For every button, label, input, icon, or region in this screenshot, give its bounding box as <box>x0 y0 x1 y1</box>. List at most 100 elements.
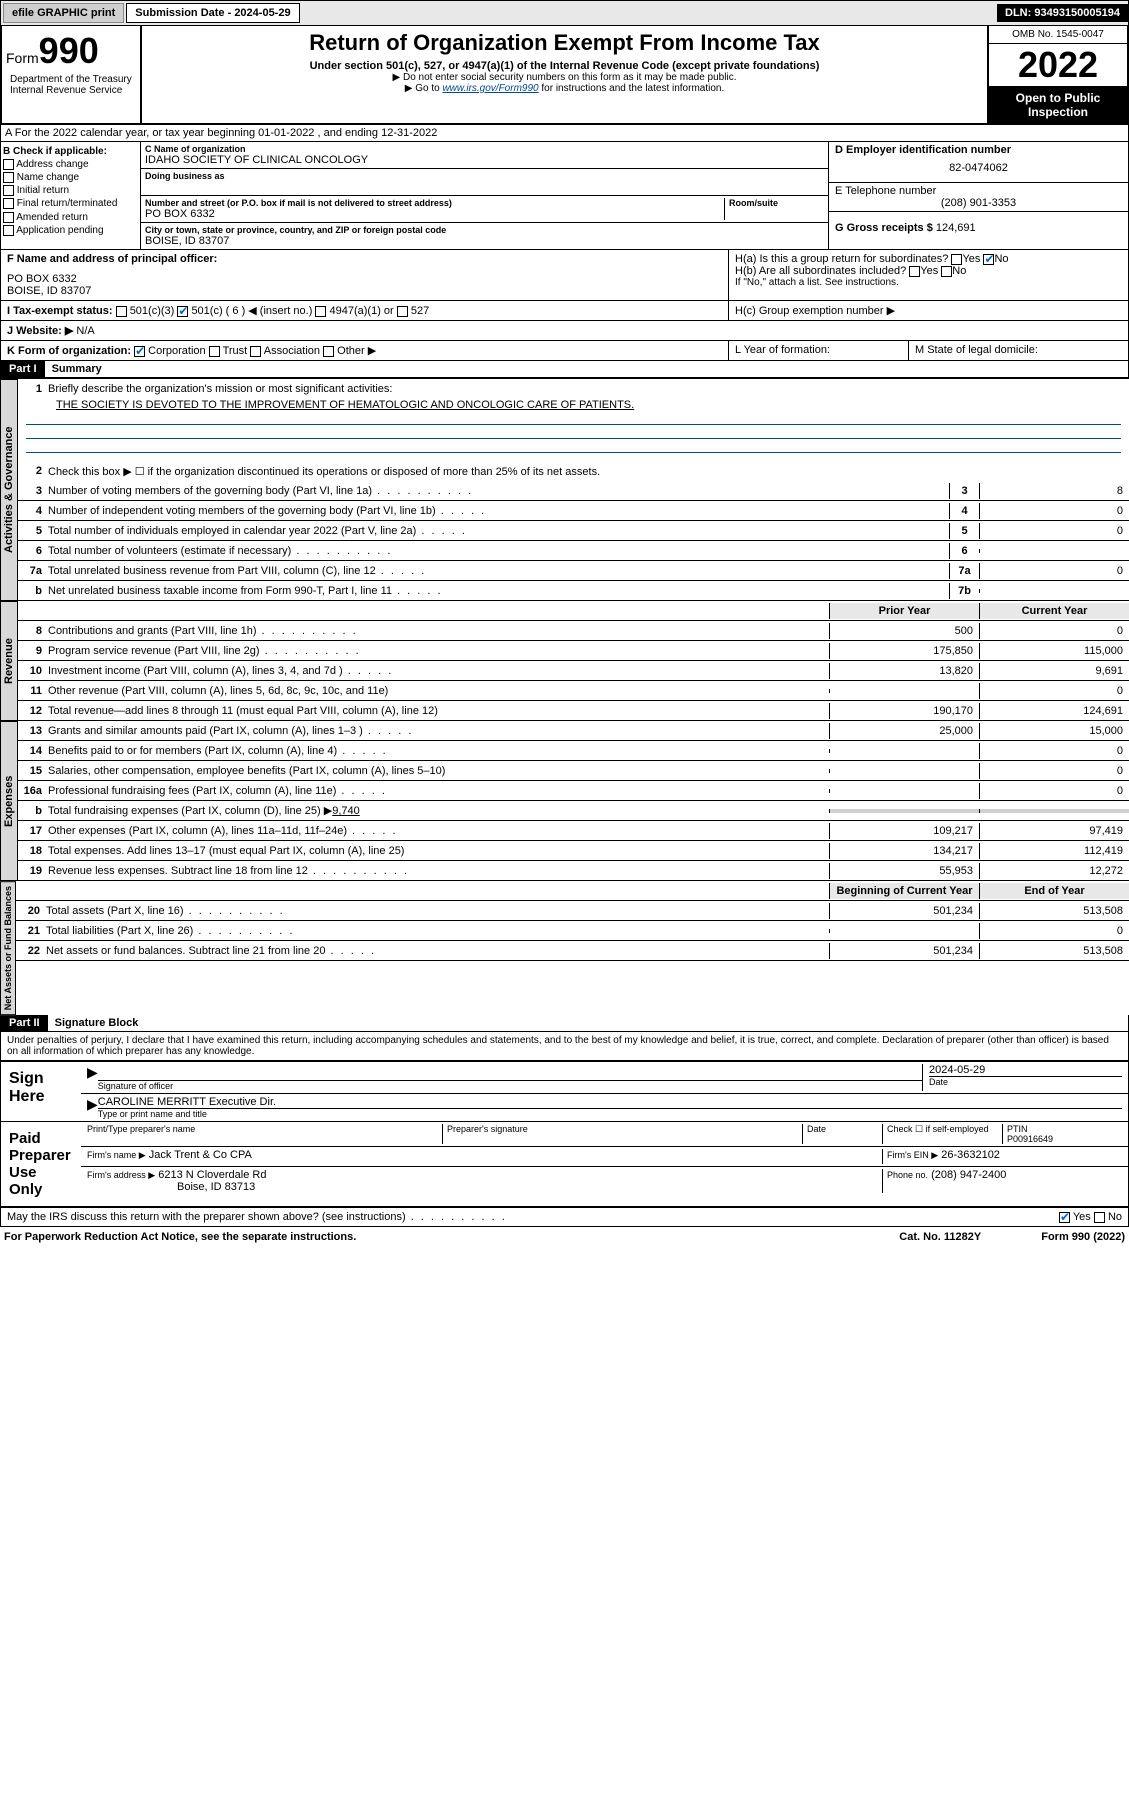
city-label: City or town, state or province, country… <box>145 225 824 235</box>
cat-no: Cat. No. 11282Y <box>899 1231 981 1243</box>
addr-change-checkbox[interactable] <box>3 159 14 170</box>
governance-vlabel: Activities & Governance <box>0 379 18 601</box>
row-a: A For the 2022 calendar year, or tax yea… <box>0 125 1129 142</box>
line14-desc: Benefits paid to or for members (Part IX… <box>48 743 829 759</box>
line9-prior: 175,850 <box>829 643 979 659</box>
omb-number: OMB No. 1545-0047 <box>989 26 1127 44</box>
line6-val <box>979 549 1129 553</box>
ha-no-checkbox[interactable] <box>983 254 994 265</box>
street-value: PO BOX 6332 <box>145 208 724 220</box>
line20-desc: Total assets (Part X, line 16) <box>46 903 829 919</box>
501c3-checkbox[interactable] <box>116 306 127 317</box>
revenue-vlabel: Revenue <box>0 601 18 721</box>
discuss-row: May the IRS discuss this return with the… <box>0 1208 1129 1227</box>
hc-label: H(c) Group exemption number ▶ <box>728 301 1128 320</box>
discuss-yes-checkbox[interactable] <box>1059 1212 1070 1223</box>
expenses-vlabel: Expenses <box>0 721 18 881</box>
firm-ein: 26-3632102 <box>941 1149 1000 1161</box>
netassets-vlabel: Net Assets or Fund Balances <box>0 881 16 1015</box>
org-name: IDAHO SOCIETY OF CLINICAL ONCOLOGY <box>145 154 824 166</box>
part2-header: Part II <box>1 1015 48 1031</box>
ein-value: 82-0474062 <box>835 156 1122 180</box>
line20-prior: 501,234 <box>829 903 979 919</box>
irs-link[interactable]: www.irs.gov/Form990 <box>442 83 538 94</box>
prep-date-label: Date <box>802 1124 882 1144</box>
line10-curr: 9,691 <box>979 663 1129 679</box>
amended-checkbox[interactable] <box>3 212 14 223</box>
col-right: D Employer identification number 82-0474… <box>828 142 1128 249</box>
ha-yes-checkbox[interactable] <box>951 254 962 265</box>
form-word: Form <box>6 50 39 66</box>
end-year-hdr: End of Year <box>979 883 1129 899</box>
line16a-desc: Professional fundraising fees (Part IX, … <box>48 783 829 799</box>
name-change-checkbox[interactable] <box>3 172 14 183</box>
firm-ein-label: Firm's EIN ▶ <box>887 1150 938 1160</box>
sig-date-label: Date <box>929 1076 1122 1087</box>
self-employed-label: Check ☐ if self-employed <box>882 1124 1002 1144</box>
row-i-hc: I Tax-exempt status: 501(c)(3) 501(c) ( … <box>0 301 1129 321</box>
submission-date: Submission Date - 2024-05-29 <box>126 3 299 23</box>
line3-desc: Number of voting members of the governin… <box>48 483 949 499</box>
line13-curr: 15,000 <box>979 723 1129 739</box>
form-header: Form990 Department of the Treasury Inter… <box>0 26 1129 125</box>
firm-name: Jack Trent & Co CPA <box>149 1149 252 1161</box>
hb-label: H(b) Are all subordinates included? <box>735 265 906 277</box>
hb-no-checkbox[interactable] <box>941 266 952 277</box>
assoc-checkbox[interactable] <box>250 346 261 357</box>
sig-arrow-icon: ▶ <box>87 1064 98 1091</box>
perjury-text: Under penalties of perjury, I declare th… <box>0 1032 1129 1060</box>
527-label: 527 <box>411 305 429 317</box>
addr-change-label: Address change <box>16 159 88 170</box>
527-checkbox[interactable] <box>397 306 408 317</box>
sig-arrow-icon: ▶ <box>87 1096 98 1119</box>
discuss-no-checkbox[interactable] <box>1094 1212 1105 1223</box>
begin-year-hdr: Beginning of Current Year <box>829 883 979 899</box>
expenses-section: Expenses 13Grants and similar amounts pa… <box>0 721 1129 881</box>
501c3-label: 501(c)(3) <box>130 305 175 317</box>
line16a-prior <box>829 789 979 793</box>
part1-header-row: Part I Summary <box>0 361 1129 378</box>
corp-checkbox[interactable] <box>134 346 145 357</box>
ha-no: No <box>994 253 1008 265</box>
corp-label: Corporation <box>148 345 205 357</box>
hb-yes-checkbox[interactable] <box>909 266 920 277</box>
mission-blank-line <box>26 411 1121 425</box>
initial-return-checkbox[interactable] <box>3 185 14 196</box>
ptin-value: P00916649 <box>1007 1134 1122 1144</box>
final-return-label: Final return/terminated <box>17 199 118 210</box>
part2-header-row: Part II Signature Block <box>0 1015 1129 1032</box>
line4-desc: Number of independent voting members of … <box>48 503 949 519</box>
line14-prior <box>829 749 979 753</box>
netassets-section: Net Assets or Fund Balances Beginning of… <box>0 881 1129 1015</box>
4947-checkbox[interactable] <box>315 306 326 317</box>
line18-prior: 134,217 <box>829 843 979 859</box>
firm-phone-label: Phone no. <box>887 1170 928 1180</box>
firm-addr1: 6213 N Cloverdale Rd <box>158 1169 266 1181</box>
prep-name-label: Print/Type preparer's name <box>87 1124 442 1144</box>
app-pending-checkbox[interactable] <box>3 225 14 236</box>
signature-section: Sign Here ▶ Signature of officer 2024-05… <box>0 1060 1129 1208</box>
efile-button[interactable]: efile GRAPHIC print <box>3 3 124 23</box>
ha-row: H(a) Is this a group return for subordin… <box>735 253 1122 265</box>
top-bar: efile GRAPHIC print Submission Date - 20… <box>0 0 1129 26</box>
dba-label: Doing business as <box>145 171 824 181</box>
officer-label: F Name and address of principal officer: <box>7 253 722 265</box>
line12-desc: Total revenue—add lines 8 through 11 (mu… <box>48 703 829 719</box>
line3-val: 8 <box>979 483 1129 499</box>
line12-prior: 190,170 <box>829 703 979 719</box>
501c-checkbox[interactable] <box>177 306 188 317</box>
line16b-val: 9,740 <box>332 805 360 817</box>
discuss-label: May the IRS discuss this return with the… <box>7 1211 1059 1223</box>
trust-checkbox[interactable] <box>209 346 220 357</box>
line8-desc: Contributions and grants (Part VIII, lin… <box>48 623 829 639</box>
phone-value: (208) 901-3353 <box>835 197 1122 209</box>
trust-label: Trust <box>223 345 248 357</box>
form-org-label: K Form of organization: <box>7 345 131 357</box>
final-return-checkbox[interactable] <box>3 198 14 209</box>
hb-no: No <box>952 265 966 277</box>
line9-desc: Program service revenue (Part VIII, line… <box>48 643 829 659</box>
line11-desc: Other revenue (Part VIII, column (A), li… <box>48 683 829 699</box>
other-checkbox[interactable] <box>323 346 334 357</box>
line9-curr: 115,000 <box>979 643 1129 659</box>
tax-status-label: I Tax-exempt status: <box>7 305 113 317</box>
